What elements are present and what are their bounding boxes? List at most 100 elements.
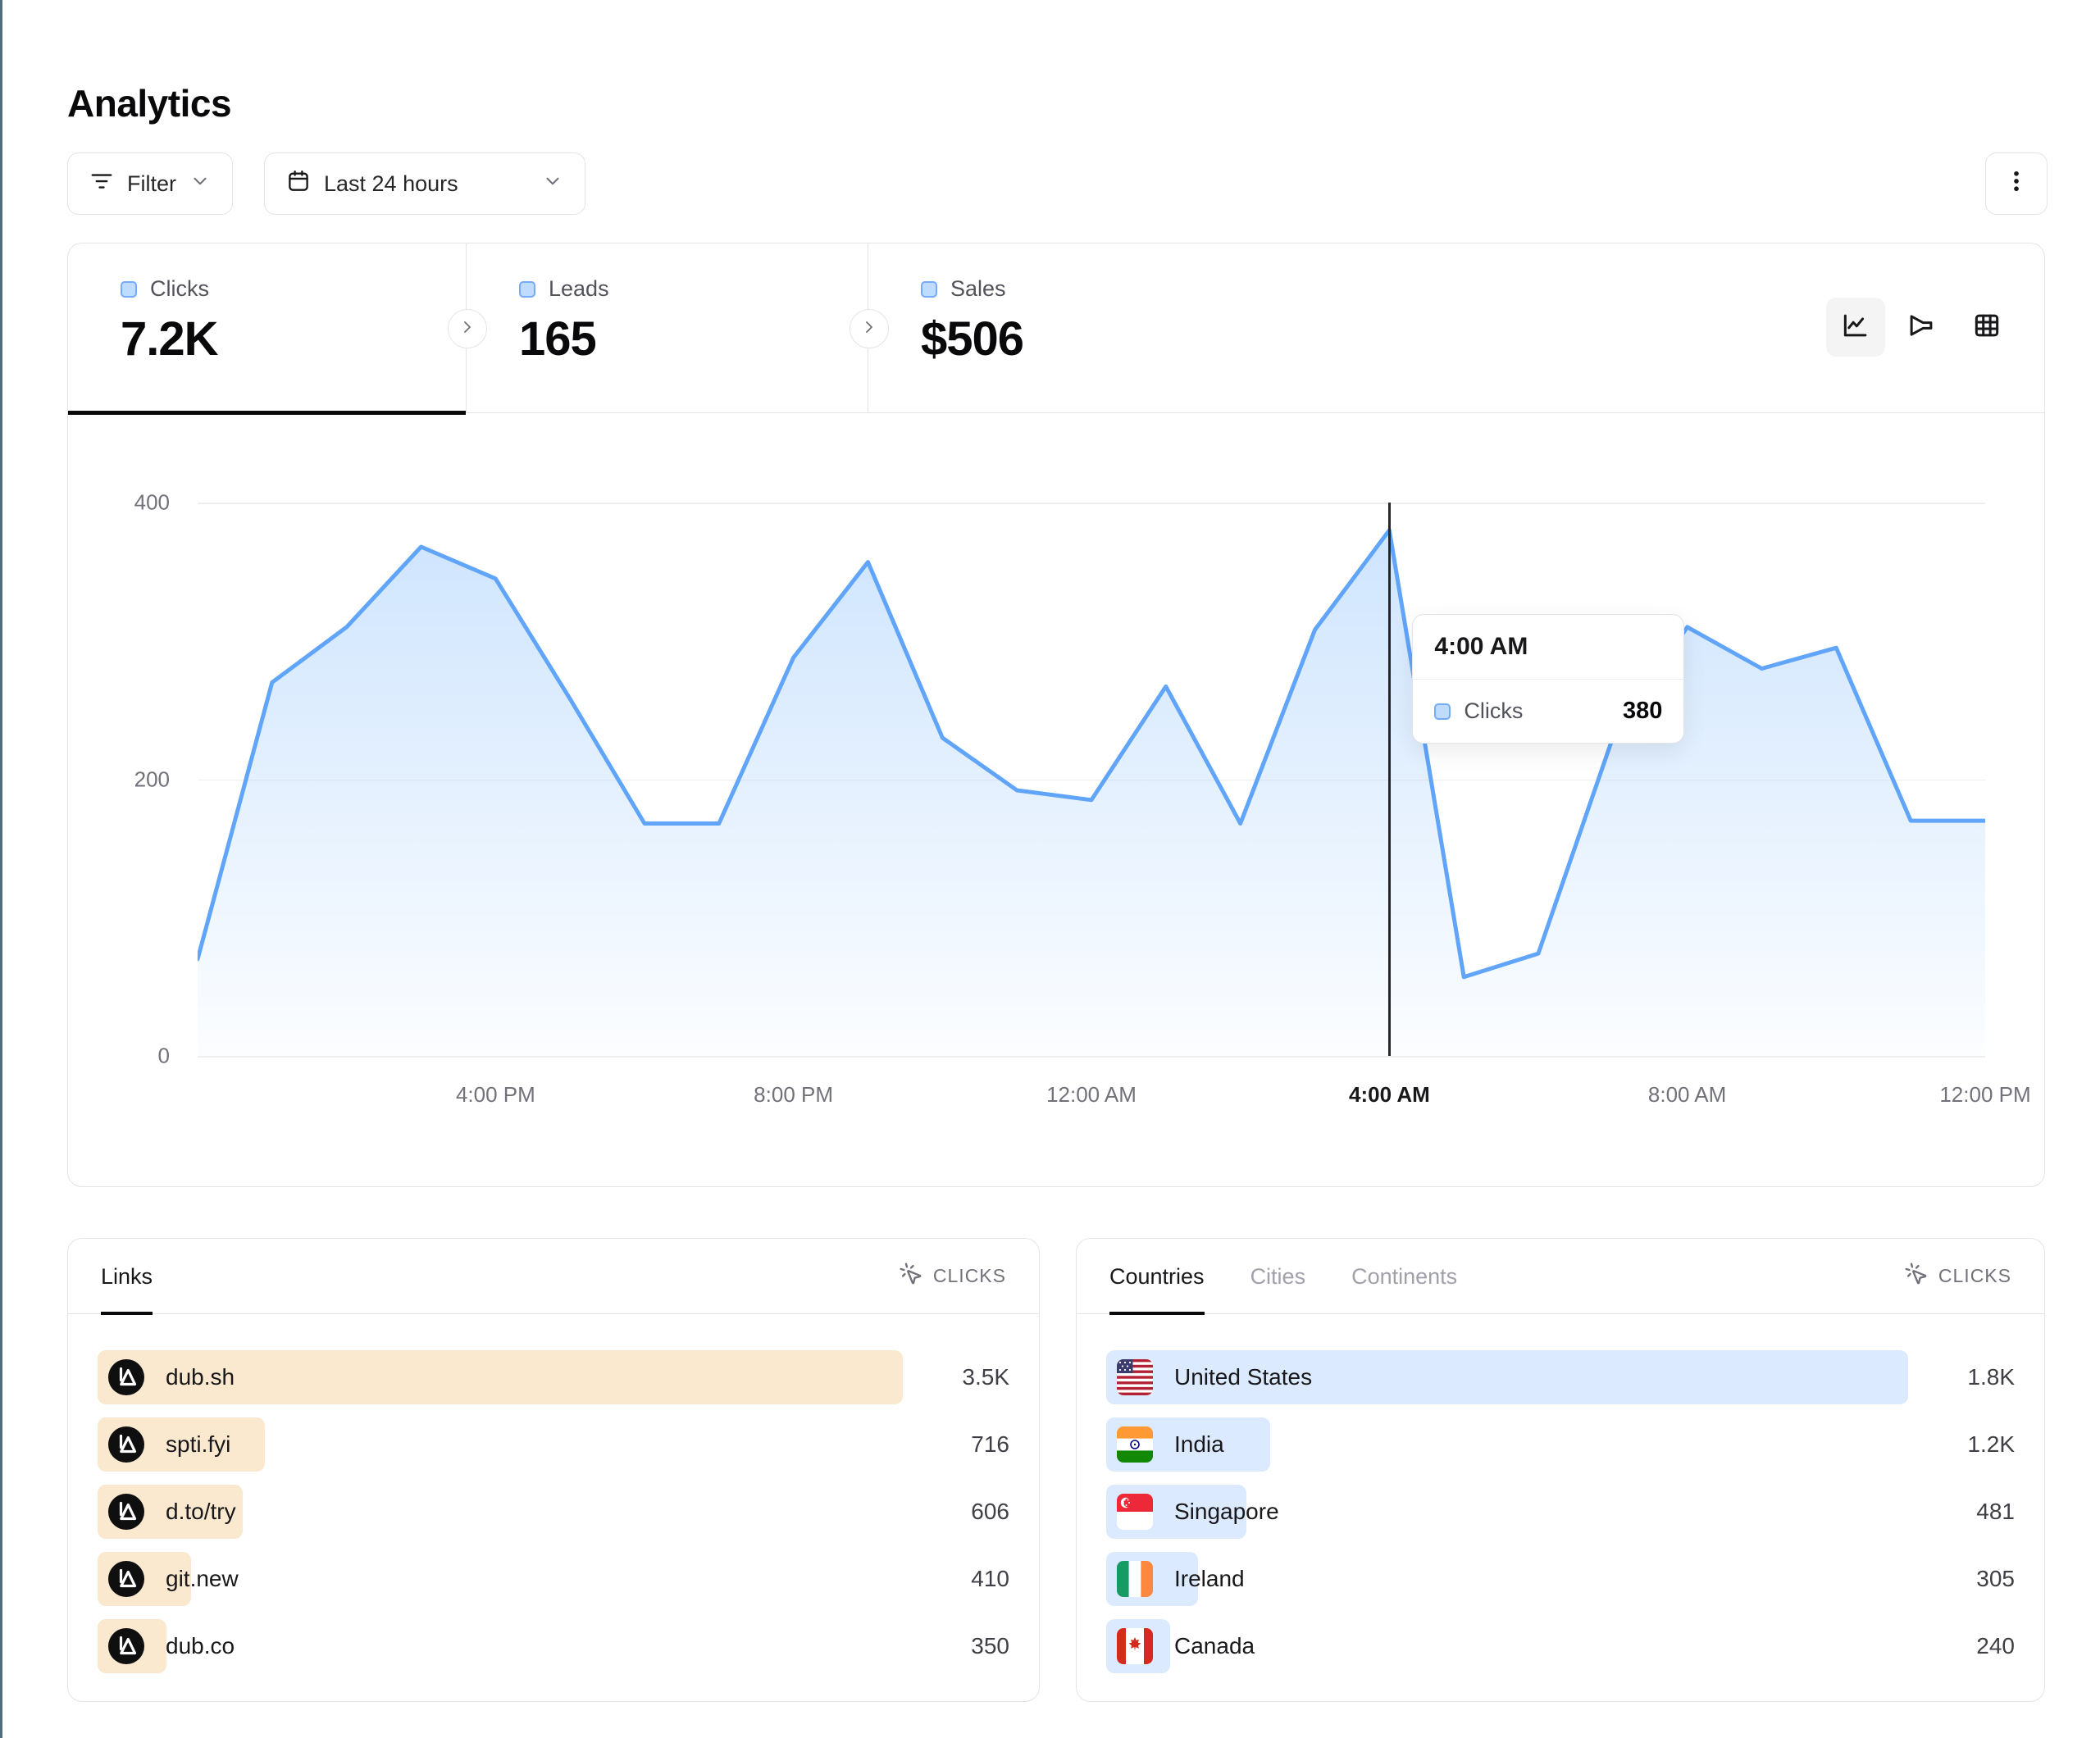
expand-leads-button[interactable] — [850, 309, 889, 348]
chart-hover-line — [1387, 503, 1391, 1056]
link-domain: dub.sh — [166, 1364, 235, 1390]
dub-logo-icon — [108, 1561, 144, 1597]
link-domain: dub.co — [166, 1633, 235, 1658]
country-name: Singapore — [1174, 1499, 1279, 1524]
funnel-icon — [1906, 310, 1937, 345]
link-row[interactable]: d.to/try 606 — [98, 1485, 1009, 1539]
tab-cities[interactable]: Cities — [1250, 1263, 1306, 1289]
filter-button-label: Filter — [127, 171, 176, 196]
tab-links[interactable]: Links — [101, 1239, 153, 1315]
funnel-view-button[interactable] — [1892, 298, 1951, 357]
y-axis-label: 200 — [134, 767, 170, 791]
kebab-menu-icon — [2002, 167, 2030, 201]
flag-ca-icon — [1117, 1628, 1153, 1664]
flag-in-icon — [1117, 1426, 1153, 1463]
tooltip-value: 380 — [1623, 698, 1663, 724]
country-row[interactable]: India 1.2K — [1106, 1417, 2015, 1472]
link-row[interactable]: spti.fyi 716 — [98, 1417, 1009, 1472]
sales-legend-swatch — [921, 280, 937, 298]
link-domain: d.to/try — [166, 1499, 236, 1524]
chevron-right-icon — [458, 317, 477, 341]
x-axis-label: 12:00 PM — [1939, 1082, 2031, 1107]
link-row[interactable]: git.new 410 — [98, 1552, 1009, 1606]
metric-value: 7.2K — [121, 312, 219, 366]
cursor-click-icon — [1904, 1262, 1929, 1291]
country-clicks-value: 305 — [1976, 1566, 2015, 1591]
table-view-button[interactable] — [1957, 298, 2016, 357]
gridline — [198, 779, 1985, 780]
line-chart-icon — [1840, 310, 1871, 345]
tooltip-time: 4:00 AM — [1413, 615, 1684, 680]
filter-button[interactable]: Filter — [67, 152, 233, 215]
flag-ie-icon — [1117, 1561, 1153, 1597]
tab-countries[interactable]: Countries — [1109, 1239, 1205, 1315]
tooltip-series-label: Clicks — [1464, 698, 1524, 723]
gridline — [198, 503, 1985, 504]
country-name: Canada — [1174, 1633, 1255, 1658]
dub-logo-icon — [108, 1359, 144, 1395]
date-range-button[interactable]: Last 24 hours — [264, 152, 585, 215]
expand-clicks-button[interactable] — [448, 309, 487, 348]
country-clicks-value: 481 — [1976, 1499, 2015, 1524]
clicks-legend-swatch — [121, 280, 137, 298]
calendar-icon — [286, 169, 311, 199]
country-row[interactable]: Canada 240 — [1106, 1619, 2015, 1673]
window-edge-strip — [0, 0, 2, 1738]
flag-us-icon — [1117, 1359, 1153, 1395]
tab-continents[interactable]: Continents — [1351, 1263, 1458, 1289]
x-axis-label: 8:00 AM — [1647, 1082, 1727, 1107]
metric-tab-leads[interactable]: Leads 165 — [467, 243, 868, 412]
clicks-area-plot — [198, 528, 1985, 1056]
country-row[interactable]: Singapore 481 — [1106, 1485, 2015, 1539]
link-row[interactable]: dub.sh 3.5K — [98, 1350, 1009, 1404]
country-clicks-value: 240 — [1976, 1633, 2015, 1658]
dub-logo-icon — [108, 1628, 144, 1664]
filter-icon — [89, 169, 114, 199]
y-axis-label: 400 — [134, 489, 170, 515]
link-clicks-value: 410 — [971, 1566, 1009, 1591]
metric-label: Clicks — [150, 276, 209, 301]
links-panel: Links CLICKS dub.sh 3.5K — [67, 1238, 1040, 1702]
country-clicks-value: 1.8K — [1967, 1364, 2015, 1390]
clicks-chart[interactable]: 400 200 0 4:00 AM Clicks 380 4:00 PM 8:00 P… — [134, 490, 2031, 1108]
chevron-right-icon — [859, 317, 879, 341]
line-chart-view-button[interactable] — [1826, 298, 1885, 357]
metrics-header: Clicks 7.2K Leads 165 Sales $506 — [68, 243, 2044, 415]
leads-legend-swatch — [519, 280, 535, 298]
country-row[interactable]: Ireland 305 — [1106, 1552, 2015, 1606]
more-options-button[interactable] — [1985, 152, 2048, 215]
link-domain: git.new — [166, 1566, 239, 1591]
link-row[interactable]: dub.co 350 — [98, 1619, 1009, 1673]
table-grid-icon — [1971, 310, 2002, 345]
chart-tooltip: 4:00 AM Clicks 380 — [1412, 614, 1685, 744]
country-clicks-bar — [1106, 1350, 1908, 1404]
countries-list: United States 1.8K India 1.2K — [1077, 1314, 2044, 1673]
cursor-click-icon — [899, 1262, 923, 1291]
country-row[interactable]: United States 1.8K — [1106, 1350, 2015, 1404]
links-list: dub.sh 3.5K spti.fyi 716 — [68, 1314, 1039, 1673]
geo-metric-header[interactable]: CLICKS — [1904, 1262, 2011, 1291]
flag-sg-icon — [1117, 1494, 1153, 1530]
chart-x-axis: 4:00 PM 8:00 PM 12:00 AM 4:00 AM 8:00 AM 12:0… — [198, 1082, 2031, 1115]
dub-logo-icon — [108, 1426, 144, 1463]
link-clicks-value: 350 — [971, 1633, 1009, 1658]
links-metric-header[interactable]: CLICKS — [899, 1262, 1006, 1291]
metric-value: 165 — [519, 312, 597, 366]
chevron-down-icon — [189, 171, 211, 198]
country-name: India — [1174, 1431, 1224, 1457]
metric-label: Leads — [549, 276, 609, 301]
metric-value: $506 — [921, 312, 1024, 366]
country-clicks-value: 1.2K — [1967, 1431, 2015, 1457]
chart-view-toggles — [1826, 298, 2016, 357]
geo-panel: Countries Cities Continents CLICKS Unite… — [1076, 1238, 2045, 1702]
link-clicks-value: 606 — [971, 1499, 1009, 1524]
y-axis-label: 0 — [157, 1043, 170, 1068]
link-clicks-value: 3.5K — [962, 1364, 1009, 1390]
metric-tab-clicks[interactable]: Clicks 7.2K — [68, 243, 467, 415]
metric-tab-sales[interactable]: Sales $506 — [868, 243, 1295, 412]
x-axis-label: 8:00 PM — [754, 1082, 834, 1107]
link-clicks-bar — [98, 1350, 903, 1404]
country-name: United States — [1174, 1364, 1313, 1390]
link-clicks-value: 716 — [971, 1431, 1009, 1457]
